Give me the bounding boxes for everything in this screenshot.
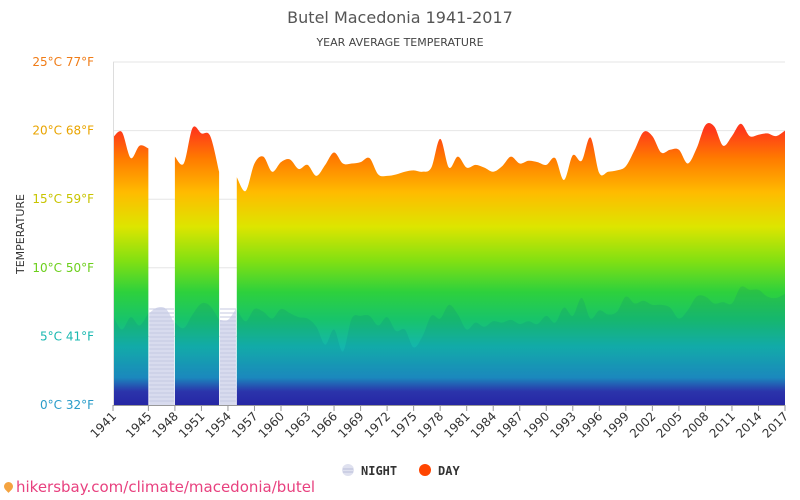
day-series — [113, 123, 785, 406]
legend-label-day: DAY — [438, 464, 460, 478]
x-tick-label: 1978 — [415, 409, 446, 440]
data-gaps — [149, 307, 236, 405]
day-area-segment — [174, 126, 220, 406]
x-tick-label: 1966 — [309, 409, 340, 440]
legend-label-night: NIGHT — [361, 464, 397, 478]
x-tick-label: 1951 — [176, 409, 207, 440]
x-tick-label: 2005 — [654, 409, 685, 440]
x-tick-label: 1990 — [521, 409, 552, 440]
chart-title: Butel Macedonia 1941-2017 — [287, 8, 513, 27]
y-axis-label: TEMPERATURE — [14, 194, 27, 275]
y-tick-label: 5°C 41°F — [40, 329, 94, 343]
x-tick-label: 1993 — [547, 409, 578, 440]
x-tick-label: 1969 — [335, 409, 366, 440]
x-tick-label: 1954 — [203, 409, 234, 440]
legend: NIGHT DAY — [342, 464, 460, 478]
y-tick-label: 25°C 77°F — [32, 55, 94, 69]
x-tick-label: 1975 — [388, 409, 419, 440]
y-tick-label: 0°C 32°F — [40, 398, 94, 412]
x-tick-label: 1987 — [494, 409, 525, 440]
x-tick-label: 1960 — [256, 409, 287, 440]
day-area-segment — [236, 123, 785, 406]
chart-subtitle: YEAR AVERAGE TEMPERATURE — [315, 36, 483, 49]
day-legend-icon — [419, 464, 431, 476]
x-tick-label: 2011 — [707, 409, 738, 440]
x-tick-label: 1996 — [574, 409, 605, 440]
night-area-segment — [174, 302, 220, 405]
axes — [113, 62, 785, 406]
y-tick-label: 15°C 59°F — [32, 192, 94, 206]
source-link[interactable]: hikersbay.com/climate/macedonia/butel — [2, 478, 316, 496]
y-tick-label: 10°C 50°F — [32, 261, 94, 275]
x-tick-label: 2014 — [733, 409, 764, 440]
x-tick-label: 2017 — [760, 409, 791, 440]
x-tick-labels: 1941 194519481951195419571960196319661969… — [88, 405, 791, 441]
x-tick-label: 1999 — [600, 409, 631, 440]
y-tick-label: 20°C 68°F — [32, 124, 94, 138]
x-tick-label: 1984 — [468, 409, 499, 440]
x-tick-label: 2002 — [627, 409, 658, 440]
legend-item-night[interactable]: NIGHT — [342, 464, 397, 478]
x-tick-label: 1948 — [150, 409, 181, 440]
night-gap-area — [149, 307, 175, 405]
x-tick-label: 1945 — [123, 409, 154, 440]
x-tick-label: 1981 — [441, 409, 472, 440]
night-area-segment — [113, 313, 149, 405]
night-legend-icon — [342, 464, 354, 476]
location-pin-icon — [2, 480, 15, 493]
x-tick-label: 1957 — [229, 409, 260, 440]
x-tick-label: 1963 — [282, 409, 313, 440]
x-tick-label: 1941 — [88, 409, 119, 440]
x-tick-label: 2008 — [680, 409, 711, 440]
x-tick-label: 1972 — [362, 409, 393, 440]
night-area-segment — [236, 286, 785, 405]
legend-item-day[interactable]: DAY — [419, 464, 460, 478]
y-tick-labels: 0°C 32°F 5°C 41°F 10°C 50°F 15°C 59°F 20°C 6… — [32, 55, 94, 412]
night-series — [113, 286, 785, 405]
source-link-text: hikersbay.com/climate/macedonia/butel — [16, 478, 316, 496]
day-area-segment — [113, 131, 149, 405]
